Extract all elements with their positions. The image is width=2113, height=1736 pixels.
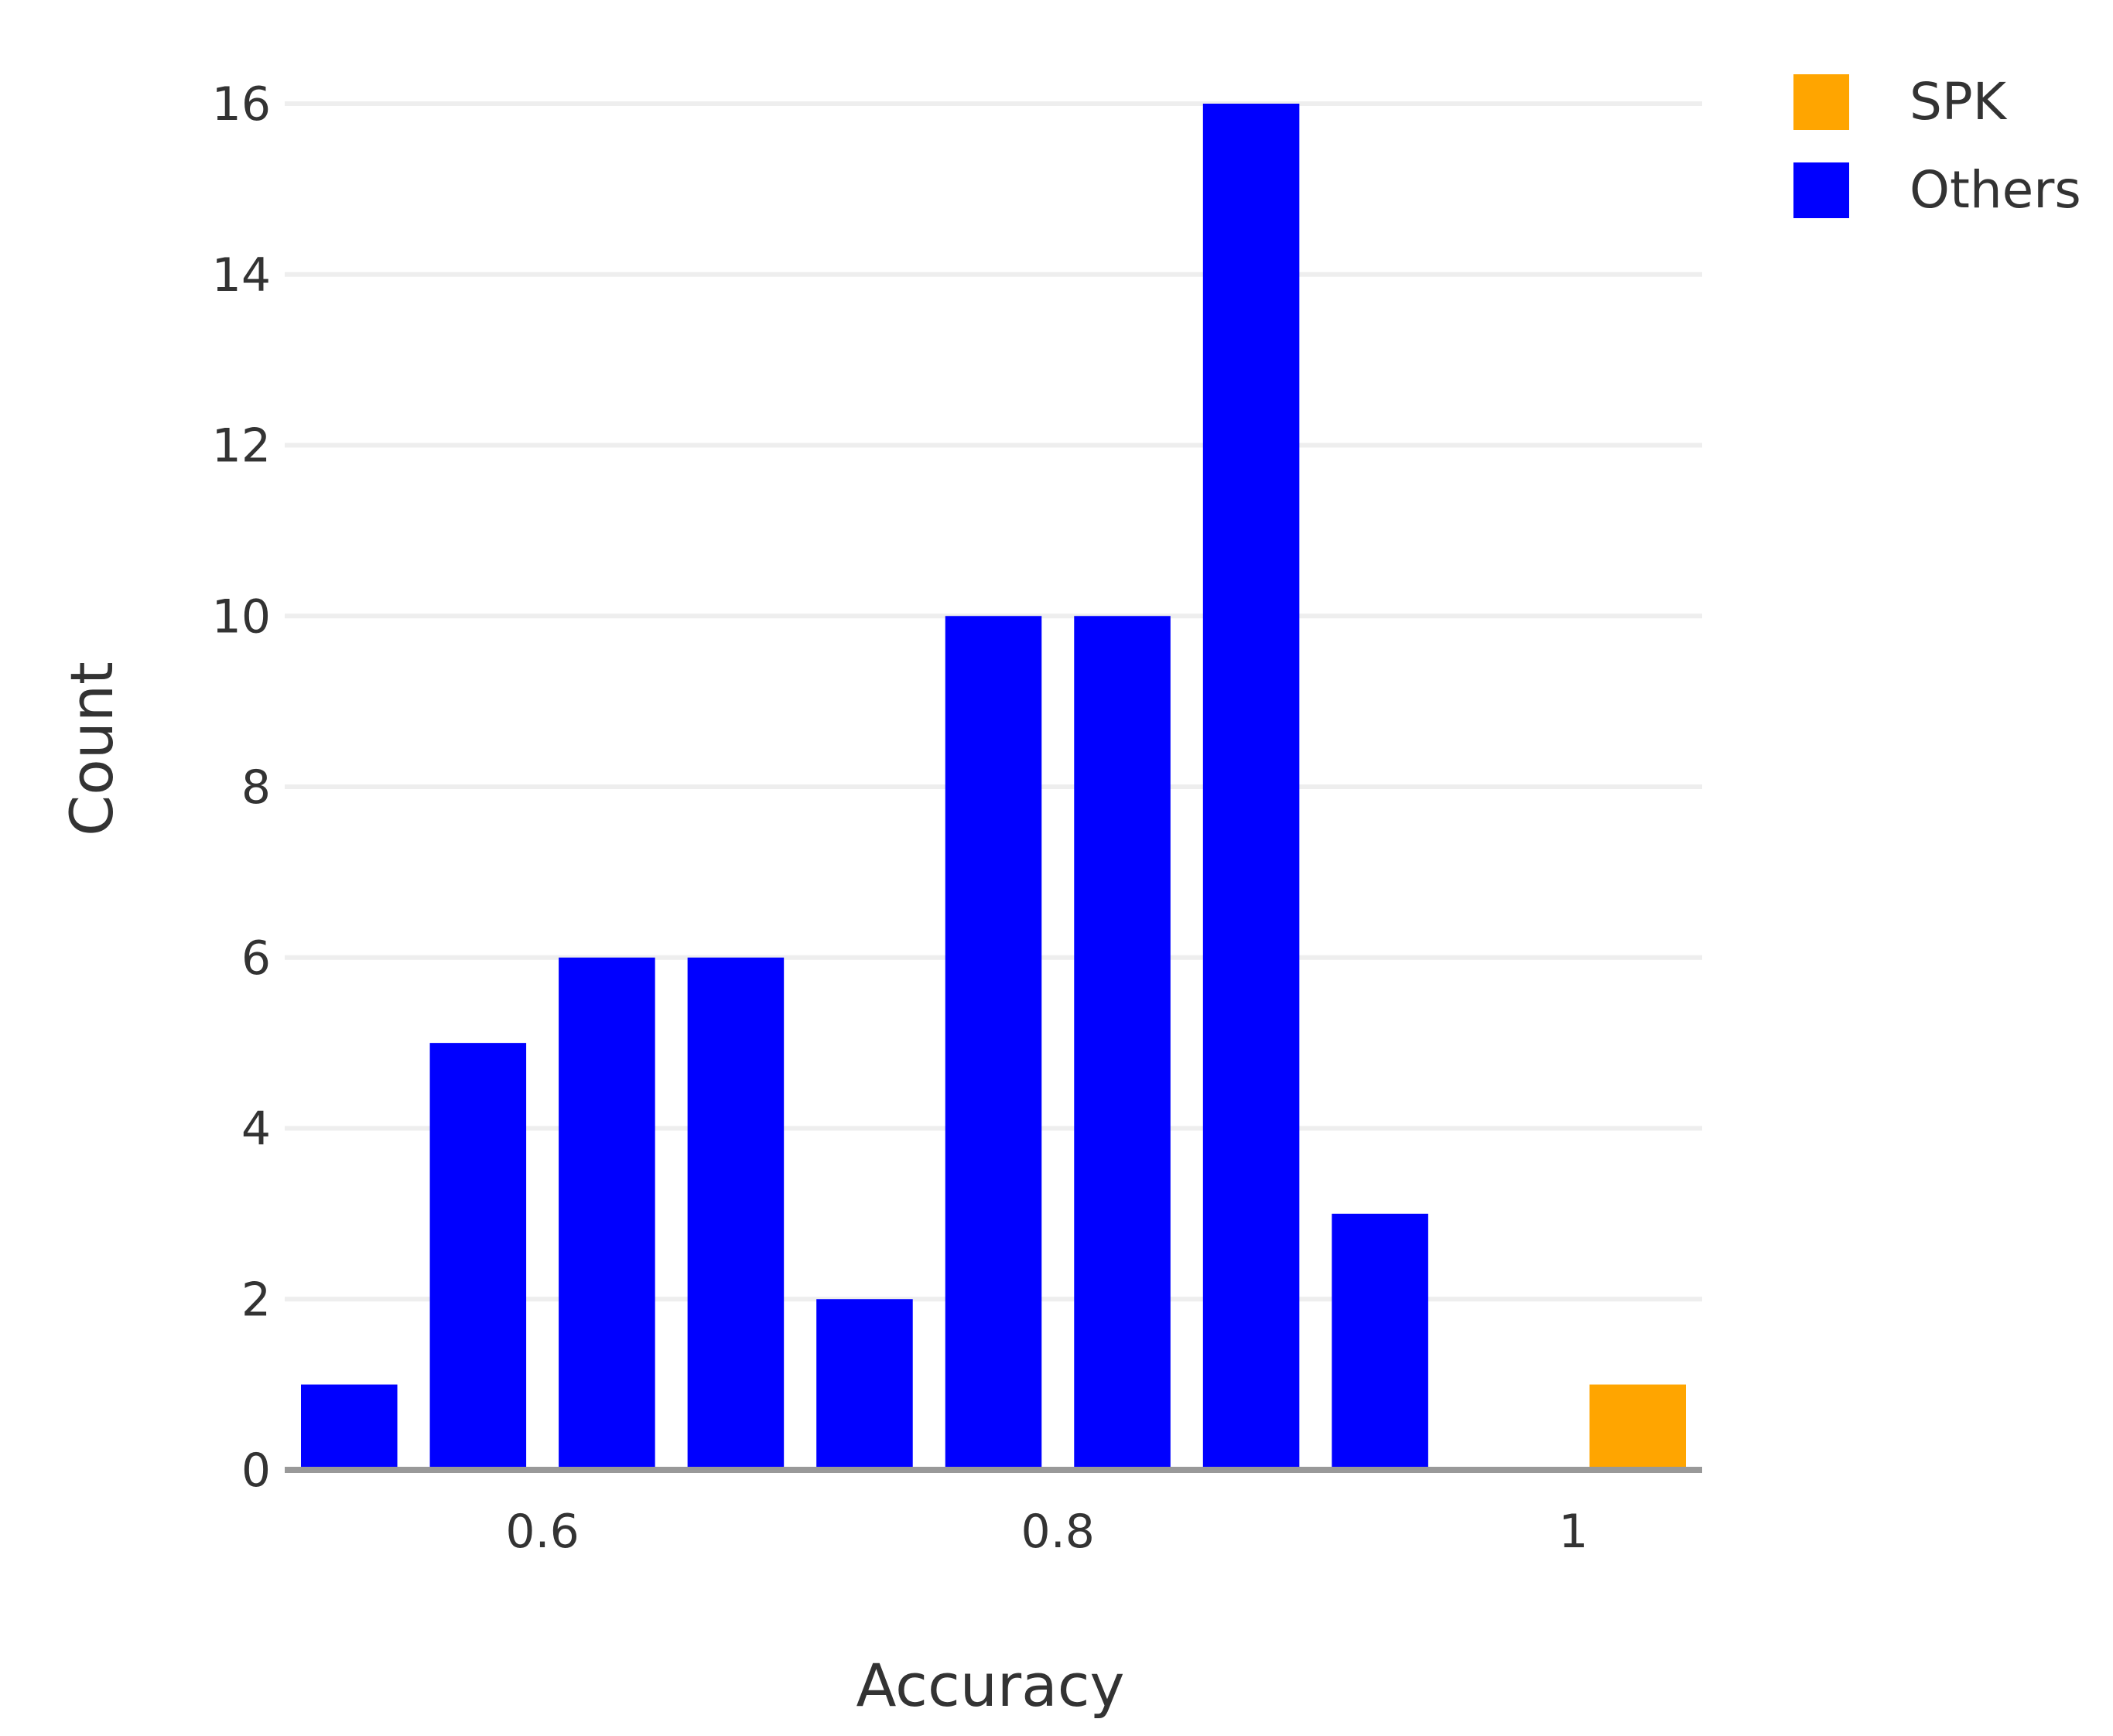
bar-spk-0 <box>1589 1384 1686 1470</box>
bar-others-0 <box>301 1384 398 1470</box>
x-tick-label: 1 <box>1558 1505 1588 1559</box>
axes: 0 2 4 6 8 10 12 14 16 0.6 0.8 1 <box>212 77 1702 1559</box>
legend-label-others: Others <box>1910 160 2081 220</box>
x-tick-label: 0.6 <box>505 1505 579 1559</box>
legend-label-spk: SPK <box>1910 72 2008 132</box>
bar-others-6 <box>1074 616 1171 1470</box>
y-tick-label: 12 <box>212 419 271 473</box>
legend-swatch-spk <box>1793 74 1849 130</box>
y-tick-label: 2 <box>241 1273 271 1327</box>
y-tick-label: 4 <box>241 1102 271 1157</box>
y-axis-title: Count <box>57 661 126 836</box>
bar-others-8 <box>1332 1213 1428 1470</box>
y-tick-label: 0 <box>241 1444 271 1498</box>
y-tick-label: 16 <box>212 77 271 132</box>
bar-others-4 <box>816 1299 913 1470</box>
x-tick-label: 0.8 <box>1021 1505 1095 1559</box>
bar-others-7 <box>1202 104 1300 1470</box>
bar-others-3 <box>687 957 785 1470</box>
legend: SPK Others <box>1793 72 2081 220</box>
bar-others-1 <box>429 1043 527 1470</box>
legend-swatch-others <box>1793 162 1849 218</box>
bar-others-5 <box>945 616 1042 1470</box>
bar-others-2 <box>559 957 655 1470</box>
y-tick-label: 14 <box>212 248 271 302</box>
y-tick-label: 8 <box>241 760 271 815</box>
x-axis-title: Accuracy <box>856 1651 1125 1720</box>
bars <box>301 104 1686 1470</box>
y-tick-label: 10 <box>212 589 271 644</box>
y-tick-label: 6 <box>241 931 271 986</box>
